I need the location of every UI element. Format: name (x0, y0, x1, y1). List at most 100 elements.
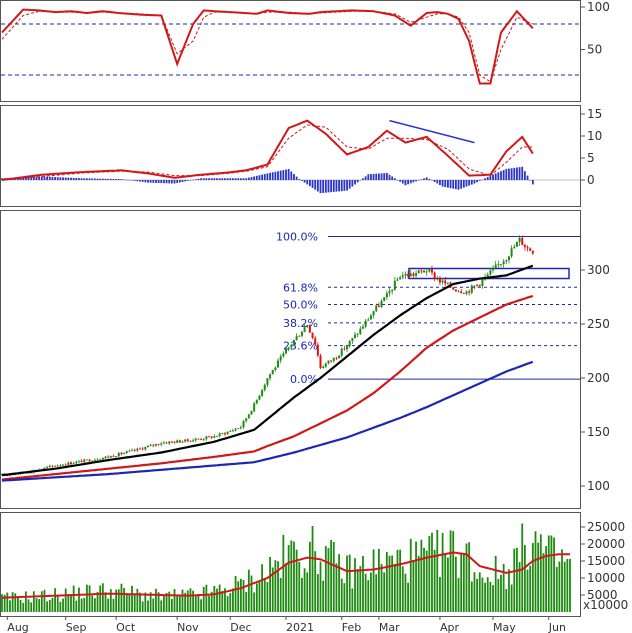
candle-up (385, 293, 388, 298)
macd-histogram-bar (70, 177, 72, 180)
macd-histogram-bar (59, 177, 62, 180)
candle-up (123, 453, 126, 455)
candle-up (125, 451, 128, 454)
macd-histogram-bar (332, 180, 335, 192)
macd-histogram-bar (444, 180, 447, 188)
volume-bar (293, 541, 295, 612)
candle-down (54, 465, 57, 467)
macd-histogram-bar (62, 177, 64, 180)
candle-down (444, 280, 447, 284)
volume-bar (399, 549, 402, 612)
volume-bar (54, 588, 56, 612)
macd-line (1, 119, 534, 181)
volume-unit-label: x10000 (583, 598, 628, 612)
volume-bar (139, 592, 141, 612)
macd-axis-tick-label: 0 (587, 173, 595, 187)
volume-bar (263, 578, 266, 612)
candle-up (359, 328, 362, 334)
volume-bar (51, 597, 54, 612)
volume-bar (109, 589, 112, 612)
macd-histogram-bar (298, 179, 301, 180)
volume-ma-line (1, 551, 570, 599)
macd-histogram-bar (529, 180, 532, 181)
candle-down (51, 465, 54, 467)
candle-up (367, 319, 370, 321)
candle-down (208, 436, 211, 438)
x-axis-label: Dec (230, 621, 251, 633)
candle-up (346, 346, 349, 350)
volume-bar (375, 574, 378, 612)
volume-bar (362, 555, 364, 612)
volume-bar (178, 594, 181, 612)
candle-up (96, 459, 99, 461)
candle-up (505, 260, 508, 262)
candle-down (420, 270, 423, 272)
candle-up (361, 326, 364, 329)
candle-down (173, 441, 176, 443)
volume-bar (343, 583, 346, 612)
volume-bar (420, 539, 423, 612)
macd-histogram-bar (133, 180, 136, 181)
volume-bar (59, 601, 62, 612)
macd-histogram-bar (224, 178, 226, 180)
candle-down (314, 338, 317, 345)
x-axis-label: Oct (116, 621, 136, 633)
macd-histogram-bar (301, 180, 303, 181)
candle-up (202, 439, 205, 440)
candle-up (515, 241, 518, 247)
macd-histogram-bar (109, 178, 112, 180)
volume-bar (396, 549, 399, 612)
macd-histogram-bar (391, 176, 394, 180)
macd-histogram-bar (486, 176, 489, 180)
volume-bar (393, 563, 396, 612)
candle-up (465, 291, 468, 294)
volume-bar (232, 588, 234, 612)
ma-mid-line (1, 294, 534, 481)
volume-bar (319, 561, 322, 612)
volume-bar (173, 589, 176, 612)
macd-histogram-bar (431, 180, 433, 181)
candle-down (139, 448, 142, 450)
macd-histogram-bar (101, 178, 104, 180)
volume-bar (372, 549, 375, 612)
macd-histogram-bar (521, 166, 524, 180)
volume-bar (340, 578, 343, 612)
volume-bar (282, 534, 285, 612)
macd-histogram-bar (290, 171, 293, 180)
macd-histogram-bar (385, 172, 388, 180)
candle-up (231, 430, 234, 432)
macd-histogram-bar (377, 173, 380, 180)
macd-histogram-bar (32, 176, 35, 180)
volume-bar (367, 580, 370, 612)
macd-histogram-bar (364, 176, 367, 180)
candle-up (263, 384, 266, 391)
volume-bar (497, 578, 500, 612)
macd-histogram-bar (462, 180, 465, 188)
volume-bar (290, 540, 293, 612)
volume-bar (332, 541, 335, 612)
candle-up (287, 347, 290, 350)
volume-bar (133, 594, 136, 612)
macd-histogram-bar (439, 180, 441, 186)
candle-down (165, 442, 168, 444)
price-axis-tick-label: 150 (587, 425, 610, 439)
candle-up (59, 465, 62, 467)
volume-bar (447, 557, 449, 612)
volume-bar (417, 555, 420, 612)
volume-bar (70, 595, 72, 612)
macd-histogram-bar (494, 173, 497, 180)
volume-bar (529, 565, 532, 612)
volume-bar (314, 551, 317, 612)
candle-down (452, 287, 455, 290)
macd-histogram-bar (54, 177, 56, 180)
macd-histogram-bar (359, 180, 362, 181)
volume-bar (128, 595, 131, 612)
macd-histogram-bar (120, 179, 123, 180)
macd-histogram-bar (306, 180, 309, 185)
volume-bar (35, 598, 38, 612)
volume-bar (388, 555, 391, 612)
macd-histogram-bar (72, 177, 75, 180)
candle-up (221, 433, 224, 435)
macd-histogram-bar (83, 178, 86, 180)
candle-up (168, 441, 171, 444)
